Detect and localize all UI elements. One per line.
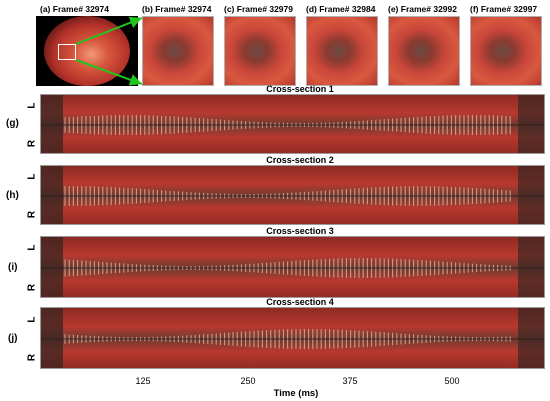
left-label-1: L <box>26 102 38 109</box>
frame-label-d: (d) Frame# 32984 <box>306 4 376 14</box>
kymograph-1 <box>40 94 545 154</box>
left-label-4: L <box>26 316 38 323</box>
tick-250: 250 <box>240 376 256 386</box>
zoom-arrow-top <box>75 16 143 45</box>
tick-500: 500 <box>444 376 460 386</box>
row-label-g: (g) <box>6 118 19 129</box>
row-label-h: (h) <box>6 190 19 201</box>
thumbnail-e <box>388 16 460 86</box>
endoscope-frame-a <box>36 16 138 86</box>
cross-section-title-1: Cross-section 1 <box>266 84 334 94</box>
right-label-1: R <box>26 139 38 148</box>
row-label-j: (j) <box>8 333 18 344</box>
kymograph-right-edge <box>518 237 544 297</box>
tick-125: 125 <box>135 376 151 386</box>
tick-375: 375 <box>342 376 358 386</box>
left-label-2: L <box>26 173 38 180</box>
kymograph-right-edge <box>518 308 544 368</box>
thumbnail-f <box>470 16 542 86</box>
kymograph-3 <box>40 236 545 298</box>
kymograph-2 <box>40 165 545 225</box>
cross-section-title-3: Cross-section 3 <box>266 226 334 236</box>
frame-label-c: (c) Frame# 32979 <box>224 4 293 14</box>
right-label-3: R <box>26 283 38 292</box>
kymograph-left-edge <box>41 237 63 297</box>
frame-label-b: (b) Frame# 32974 <box>142 4 212 14</box>
axis-title-time: Time (ms) <box>273 388 319 399</box>
right-label-2: R <box>26 210 38 219</box>
frame-label-f: (f) Frame# 32997 <box>470 4 538 14</box>
frame-label-a: (a) Frame# 32974 <box>40 4 109 14</box>
frame-label-e: (e) Frame# 32992 <box>388 4 457 14</box>
kymograph-left-edge <box>41 166 63 224</box>
cross-section-title-4: Cross-section 4 <box>266 297 334 307</box>
right-label-4: R <box>26 353 38 362</box>
thumbnail-d <box>306 16 378 86</box>
kymograph-right-edge <box>518 95 544 153</box>
cross-section-title-2: Cross-section 2 <box>266 155 334 165</box>
kymograph-right-edge <box>518 166 544 224</box>
thumbnail-c <box>224 16 296 86</box>
zoom-arrow-bottom <box>75 59 143 86</box>
roi-box <box>58 44 76 60</box>
thumbnail-b <box>142 16 214 86</box>
left-label-3: L <box>26 244 38 251</box>
zoom-arrows <box>75 16 143 86</box>
kymograph-left-edge <box>41 308 63 368</box>
row-label-i: (i) <box>8 262 18 273</box>
kymograph-4 <box>40 307 545 369</box>
kymograph-left-edge <box>41 95 63 153</box>
